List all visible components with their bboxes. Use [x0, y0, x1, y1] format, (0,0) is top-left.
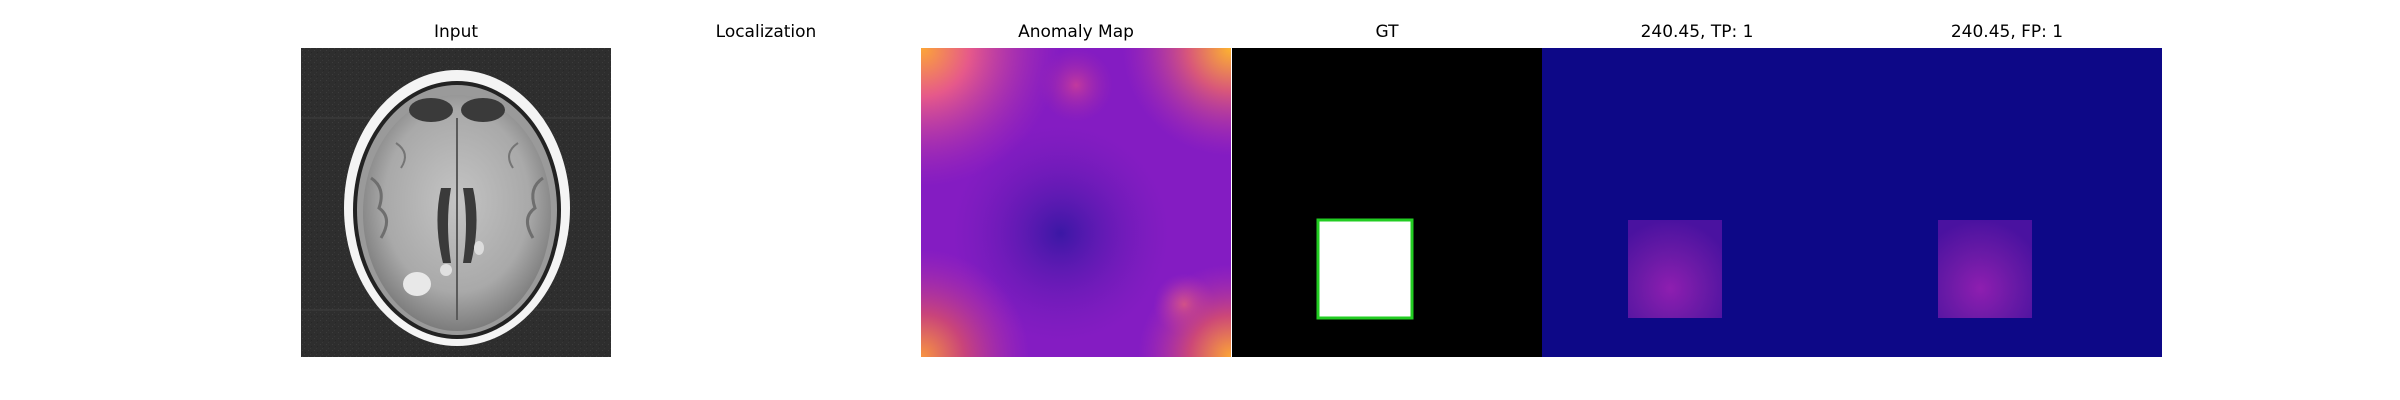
tp-prediction-panel — [1542, 48, 1852, 357]
gt-box — [1316, 218, 1414, 320]
panel-title-gt: GT — [1375, 22, 1399, 42]
localization-panel — [611, 48, 921, 357]
anomaly-heatmap-svg — [921, 48, 1231, 357]
panel-title-input: Input — [433, 22, 479, 42]
gt-mask-panel — [1232, 48, 1542, 357]
fp-prediction-svg — [1852, 48, 2162, 357]
panel-title-tp: 240.45, TP: 1 — [1640, 22, 1754, 42]
mri-brain-svg — [301, 48, 611, 357]
panel-title-fp: 240.45, FP: 1 — [1950, 22, 2064, 42]
anomaly-map-heatmap — [921, 48, 1231, 357]
tp-region — [1628, 220, 1722, 318]
input-mri-image — [301, 48, 611, 357]
fp-region — [1938, 220, 2032, 318]
panel-title-localization: Localization — [715, 22, 817, 42]
panel-title-anomaly-map: Anomaly Map — [1018, 22, 1134, 42]
fp-prediction-panel — [1852, 48, 2162, 357]
tp-prediction-svg — [1542, 48, 1852, 357]
gt-mask-svg — [1232, 48, 1542, 357]
